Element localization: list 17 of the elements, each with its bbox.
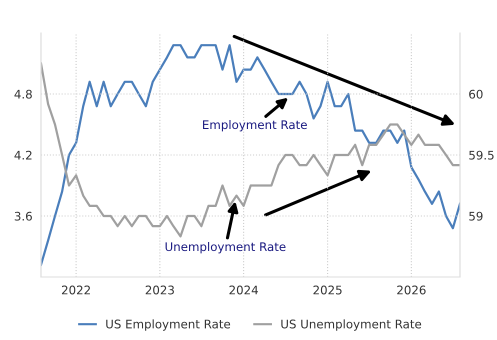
y-tick-label: 4.8 (14, 90, 32, 99)
y2-tick-label: 59 (469, 212, 483, 221)
x-tick-label: 2025 (313, 286, 342, 294)
legend-label: US Unemployment Rate (281, 319, 422, 331)
x-tick-label: 2026 (397, 286, 426, 294)
x-tick-label: 2023 (146, 286, 174, 294)
annotation: Employment Rate (203, 120, 307, 132)
legend-label: US Employment Rate (106, 319, 230, 331)
line-series (41, 44, 460, 266)
annotation: Unemployment Rate (166, 242, 286, 254)
x-tick-label: 2024 (229, 286, 258, 294)
y2-tick-label: 59.5 (469, 150, 494, 160)
y-tick-label: 3.6 (14, 212, 32, 221)
line-series (41, 62, 460, 238)
y2-tick-label: 60 (469, 90, 483, 99)
x-tick-label: 2022 (62, 286, 90, 294)
y-tick-label: 4.2 (14, 150, 32, 160)
